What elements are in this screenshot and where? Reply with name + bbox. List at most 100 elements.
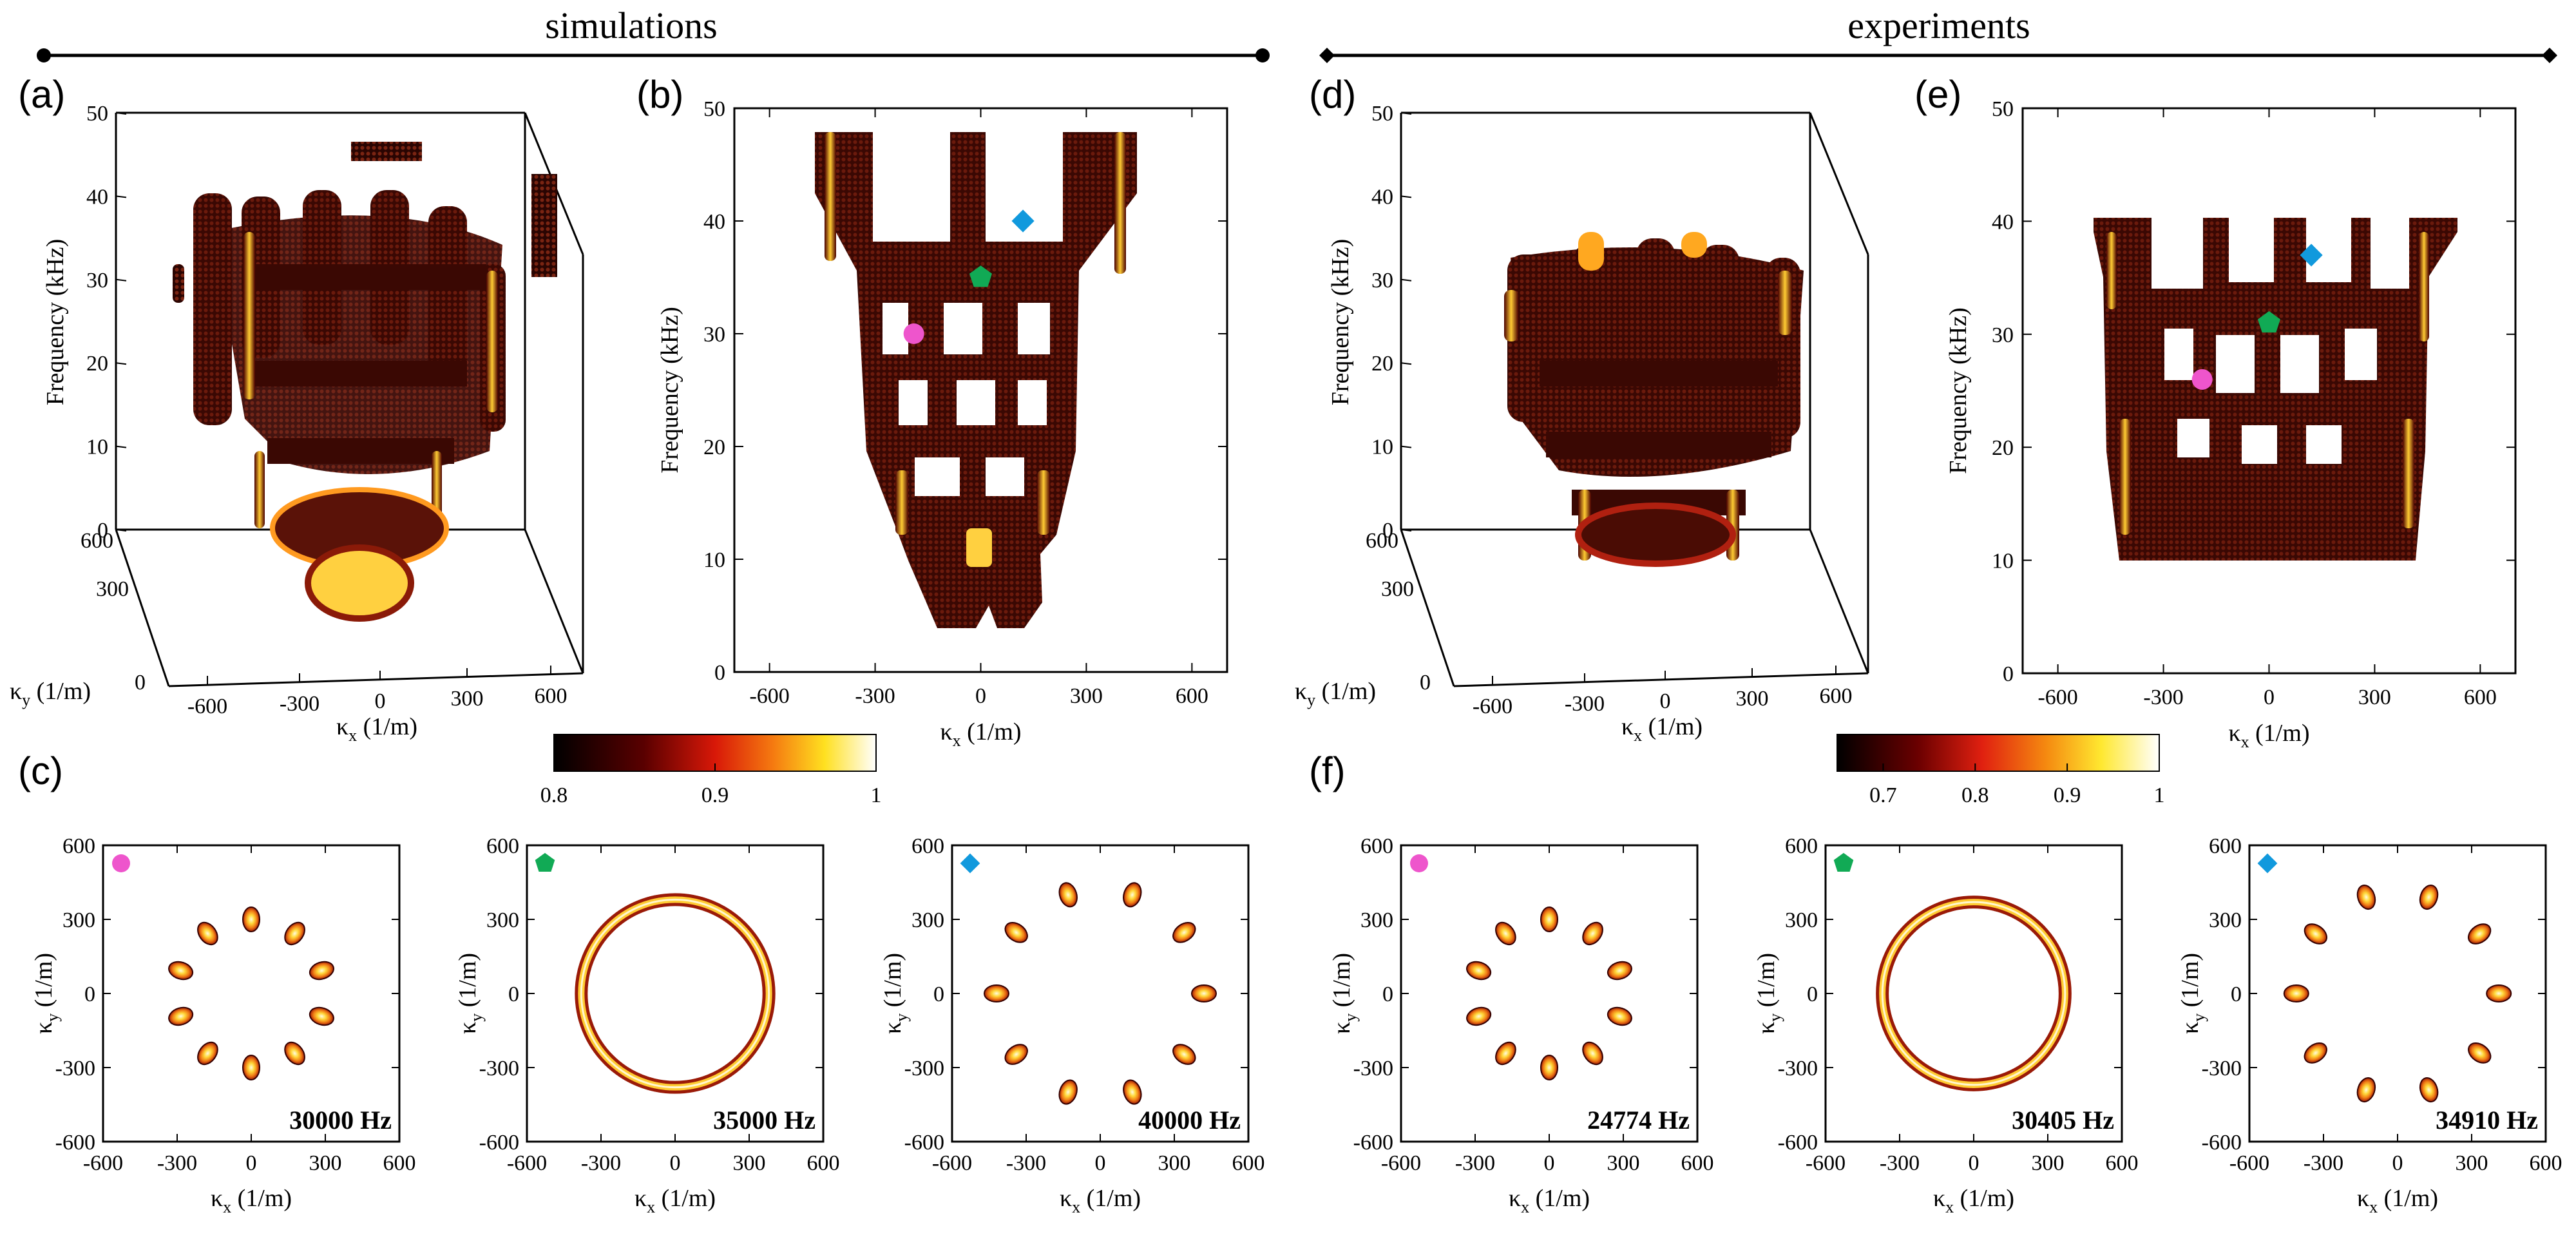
y-tick-label: 0 [135,671,146,695]
iso-contour-spot [1191,984,1217,1002]
y-tick-label: -600 [1353,1131,1393,1155]
x-tick-label: 600 [535,684,568,708]
panel-e-band-plot: -600 -300 0 300 600 κx (1/m) 0 10 20 30 40 50 Frequ… [1945,97,2517,751]
iso-contour-spot [1582,1041,1603,1066]
subplot-diamond-marker [2257,853,2278,874]
y-tick-label: 600 [62,834,95,858]
panel-d-y-axis-label-unit: (1/m) [1315,678,1376,705]
panel-e-x-axis-label-sub: x [2241,733,2249,751]
subplot-x-axis-label-text: κx (1/m) [2357,1185,2438,1216]
colorbar-tick-label: 0.8 [1961,783,1989,807]
subplot-y-axis-label-base: κ [1328,1022,1355,1034]
x-tick-label: 600 [1176,684,1208,708]
panel-a-x-axis-label-base: κ [336,713,348,740]
subplot-x-axis-label-base: κ [211,1185,223,1212]
y-tick-label: -600 [479,1131,519,1155]
y-tick-label: 50 [703,97,725,121]
panel-d-x-axis-label-unit: (1/m) [1642,713,1703,740]
iso-contour-spot [1004,1044,1028,1065]
x-tick-label: -300 [157,1151,197,1175]
panel-label-e: (e) [1914,73,1962,116]
panel-label-f: (f) [1309,749,1346,792]
iso-contour-spot [1058,882,1078,908]
panel-e-x-axis-label-text: κx (1/m) [2228,720,2309,751]
x-tick-label: 300 [1736,687,1769,711]
y-tick-label: 300 [1360,908,1393,932]
y-tick-label: 300 [1785,908,1818,932]
subplot-x-axis-label: κx (1/m) [1060,1185,1141,1216]
z-tick-mark [1400,529,1412,532]
x-tick-label: 300 [1607,1151,1640,1175]
subplot-y-axis-label-unit: (1/m) [1753,953,1780,1013]
iso-contour-spot [2468,1042,2492,1064]
subplot-y-axis-label-unit: (1/m) [879,953,906,1013]
x-tick-label: 300 [733,1151,766,1175]
panel-e-diamond-marker [2300,244,2323,267]
subplot-y-axis-label-sub: y [2190,1013,2208,1022]
iso-contour-spot [1058,1079,1078,1105]
x-tick-label: 0 [375,689,386,713]
y-tick-label: 20 [1992,436,2014,460]
y-tick-label: 600 [1785,834,1818,858]
frequency-label: 34910 Hz [2436,1106,2538,1135]
panel-e-x-axis-label: κx (1/m) [2228,720,2309,751]
x-tick-label: 300 [451,687,484,711]
y-tick-label: 0 [1382,983,1393,1006]
subplot-x-axis-label: κx (1/m) [1509,1185,1590,1216]
frequency-label: 35000 Hz [713,1106,816,1135]
simulations-bracket [37,48,1270,62]
panel-b-diamond-marker [1011,209,1035,233]
iso-contour-ring-core [580,898,770,1089]
x-tick-label: 600 [1232,1151,1265,1175]
subplot-x-axis-label-base: κ [1060,1185,1072,1212]
panel-b-x-axis-label-unit: (1/m) [961,718,1022,745]
subplot-y-axis-label-base: κ [879,1022,906,1034]
y-tick-label: -300 [904,1057,944,1080]
y-tick-label: 0 [84,983,95,1006]
x-tick-label: 300 [2456,1151,2488,1175]
subplot-x-axis-label: κx (1/m) [211,1185,292,1216]
frequency-label: 30405 Hz [2012,1106,2114,1135]
x-tick-label: -300 [855,684,895,708]
iso-contour-spot [2283,984,2309,1002]
x-tick-label: -300 [1455,1151,1495,1175]
y-tick-label: 300 [2209,908,2242,932]
subplot-y-axis-label-sub: y [467,1013,486,1022]
subplot-y-axis-label: κy (1/m) [1753,953,1784,1034]
subplot-y-axis-label-text: κy (1/m) [30,953,62,1034]
x-tick-label: -600 [1473,695,1512,718]
y-tick-label: 30 [1992,323,2014,347]
y-tick-label: 50 [1992,97,2014,121]
subplot-y-axis-label-sub: y [892,1013,911,1022]
panel-d-box [1400,111,1869,687]
subplot-x-axis-label-sub: x [647,1198,655,1216]
x-tick-label: -600 [2037,686,2077,709]
panel-d-y-axis-label-text: κy (1/m) [1295,678,1376,709]
x-tick-label: 300 [1070,684,1103,708]
iso-contour-spot [309,1006,334,1026]
y-tick-label: 600 [1360,834,1393,858]
x-tick-label: 600 [2530,1151,2562,1175]
panel-b-markers [903,209,1035,344]
panel-a-y-axis-label: κy (1/m) [10,678,91,709]
subplot-y-axis-label-base: κ [30,1022,57,1034]
y-tick-label: -300 [479,1057,519,1080]
panel-a-y-axis-label-sub: y [22,691,30,709]
iso-contour-spot [1466,961,1492,981]
panel-label-b: (b) [636,73,684,116]
y-tick-label: 0 [933,983,944,1006]
panel-a-y-ticks: 0 300 600 κy (1/m) [10,529,146,709]
iso-contour-spot [2304,923,2328,945]
subplot-diamond-marker [960,853,980,874]
panel-a-y-axis-label-text: κy (1/m) [10,678,91,709]
panel-e-circle-marker [2191,369,2213,390]
y-tick-label: -600 [1778,1131,1818,1155]
z-axis-label: Frequency (kHz) [1327,239,1354,406]
y-tick-label: 20 [703,436,725,459]
subplot-x-axis-label-unit: (1/m) [1954,1185,2014,1212]
subplot-x-axis-label-base: κ [634,1185,647,1212]
iso-contour-spot [1172,922,1196,943]
